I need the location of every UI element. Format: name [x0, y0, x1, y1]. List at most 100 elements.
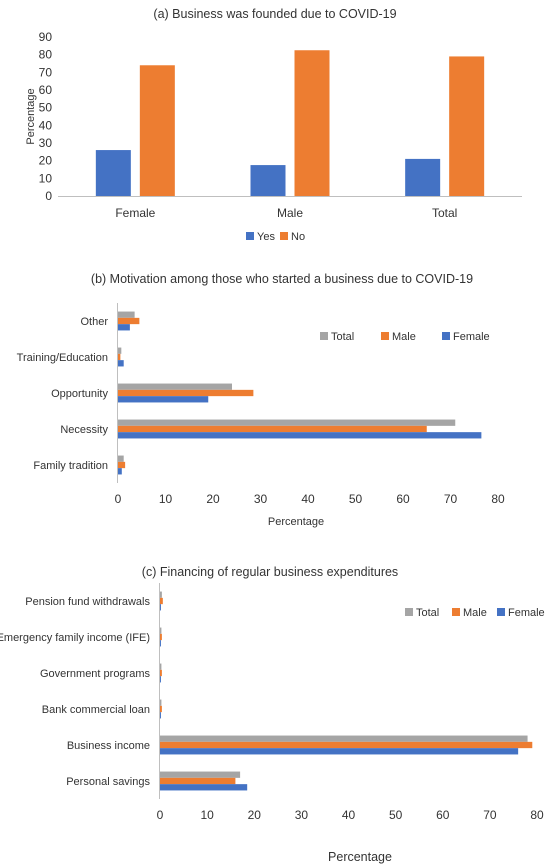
bar-total-government-programs	[160, 663, 162, 670]
bar-total-emergency-family-income-ife	[160, 627, 162, 634]
bar-female-business-income	[160, 748, 519, 755]
x-tick-label: 80	[491, 492, 505, 506]
x-tick-label: 10	[159, 492, 173, 506]
legend-label-no: No	[291, 231, 305, 243]
y-tick-label: 90	[39, 30, 53, 44]
bar-female-personal-savings	[160, 784, 248, 791]
y-category-label-personal-savings: Personal savings	[66, 776, 150, 788]
x-axis-label: Percentage	[268, 516, 324, 528]
y-tick-label: 80	[39, 48, 53, 62]
x-tick-label: 40	[301, 492, 315, 506]
x-tick-label-female: Female	[115, 206, 155, 220]
bar-female-bank-commercial-loan	[160, 712, 161, 719]
x-tick-label: 60	[396, 492, 410, 506]
x-tick-label: 70	[444, 492, 458, 506]
bar-male-other	[118, 317, 140, 325]
bar-female-emergency-family-income-ife	[160, 640, 161, 647]
y-category-label-pension-fund-withdrawals: Pension fund withdrawals	[25, 596, 150, 608]
bar-total-business-income	[160, 735, 528, 742]
y-category-label-other: Other	[80, 316, 108, 328]
y-category-label-business-income: Business income	[67, 740, 150, 752]
bar-total-other	[118, 311, 135, 318]
legend-swatch-no	[280, 232, 288, 240]
y-tick-label: 70	[39, 65, 53, 79]
y-tick-label: 40	[39, 118, 53, 132]
x-tick-label: 30	[295, 808, 309, 822]
legend-swatch-yes	[246, 232, 254, 240]
x-tick-label: 40	[342, 808, 356, 822]
bar-total-personal-savings	[160, 771, 241, 778]
chart-financing: (c) Financing of regular business expend…	[0, 565, 545, 864]
bar-total-necessity	[118, 419, 456, 426]
x-axis-label: Percentage	[328, 850, 392, 864]
bar-female-government-programs	[160, 676, 161, 683]
bar-no-male	[294, 50, 330, 196]
x-tick-label: 50	[389, 808, 403, 822]
legend-label-male: Male	[463, 607, 487, 619]
x-tick-label: 60	[436, 808, 450, 822]
bar-total-family-tradition	[118, 455, 124, 462]
legend-label-female: Female	[508, 607, 545, 619]
bar-male-personal-savings	[160, 777, 236, 785]
chart-motivation: (b) Motivation among those who started a…	[17, 272, 505, 528]
y-tick-label: 0	[45, 189, 52, 203]
legend-label-female: Female	[453, 331, 490, 343]
legend-swatch-total	[405, 608, 413, 616]
y-category-label-bank-commercial-loan: Bank commercial loan	[42, 704, 150, 716]
y-tick-label: 10	[39, 171, 53, 185]
bar-male-business-income	[160, 741, 533, 749]
x-tick-label: 0	[115, 492, 122, 506]
y-tick-label: 20	[39, 154, 53, 168]
chart-title: (a) Business was founded due to COVID-19	[153, 7, 396, 21]
bar-no-female	[139, 65, 175, 197]
legend-swatch-male	[452, 608, 460, 616]
bar-male-bank-commercial-loan	[160, 705, 162, 713]
bar-male-family-tradition	[118, 461, 126, 469]
bar-total-pension-fund-withdrawals	[160, 591, 162, 598]
legend-swatch-female	[442, 332, 450, 340]
y-category-label-opportunity: Opportunity	[51, 388, 108, 400]
legend-label-total: Total	[416, 607, 439, 619]
legend-label-total: Total	[331, 331, 354, 343]
y-tick-label: 60	[39, 83, 53, 97]
x-tick-label: 20	[248, 808, 262, 822]
bar-male-necessity	[118, 425, 427, 433]
legend-swatch-female	[497, 608, 505, 616]
x-tick-label: 80	[530, 808, 544, 822]
bar-female-family-tradition	[118, 468, 122, 475]
chart-title: (c) Financing of regular business expend…	[142, 565, 398, 579]
bar-female-training-education	[118, 360, 124, 367]
x-tick-label: 50	[349, 492, 363, 506]
y-tick-label: 30	[39, 136, 53, 150]
bar-total-bank-commercial-loan	[160, 699, 162, 706]
x-tick-label: 30	[254, 492, 268, 506]
bar-yes-male	[250, 165, 286, 196]
legend-label-male: Male	[392, 331, 416, 343]
bar-yes-total	[405, 158, 441, 196]
x-tick-label-male: Male	[277, 206, 303, 220]
bar-male-training-education	[118, 353, 121, 361]
chart-title: (b) Motivation among those who started a…	[91, 272, 473, 286]
bar-total-opportunity	[118, 383, 232, 390]
bar-male-opportunity	[118, 389, 254, 397]
y-category-label-training-education: Training/Education	[17, 352, 108, 364]
bar-female-other	[118, 324, 130, 331]
x-tick-label: 0	[157, 808, 164, 822]
y-category-label-emergency-family-income-ife: Emergency family income (IFE)	[0, 632, 150, 644]
bar-female-opportunity	[118, 396, 209, 403]
bar-male-emergency-family-income-ife	[160, 633, 162, 641]
bar-female-pension-fund-withdrawals	[160, 604, 161, 611]
bar-no-total	[449, 56, 485, 196]
legend-swatch-total	[320, 332, 328, 340]
bar-male-government-programs	[160, 669, 162, 677]
y-category-label-family-tradition: Family tradition	[33, 460, 108, 472]
y-axis-label: Percentage	[25, 88, 37, 144]
bar-yes-female	[95, 150, 131, 196]
bar-male-pension-fund-withdrawals	[160, 597, 163, 605]
legend-swatch-male	[381, 332, 389, 340]
x-tick-label: 20	[206, 492, 220, 506]
x-tick-label: 70	[483, 808, 497, 822]
legend-label-yes: Yes	[257, 231, 275, 243]
bar-total-training-education	[118, 347, 122, 354]
x-tick-label: 10	[200, 808, 214, 822]
